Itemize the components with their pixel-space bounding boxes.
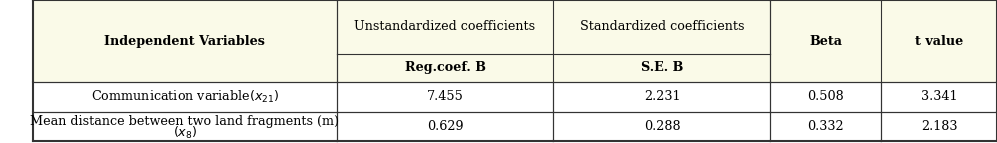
Text: Unstandardized coefficients: Unstandardized coefficients [355, 20, 535, 33]
Text: 3.341: 3.341 [921, 90, 957, 103]
Bar [553, 0, 771, 54]
Text: Independent Variables: Independent Variables [105, 34, 265, 47]
Text: 2.183: 2.183 [921, 120, 957, 133]
Bar [337, 82, 553, 112]
Bar [33, 112, 337, 141]
Bar [771, 112, 881, 141]
Bar [881, 112, 997, 141]
Bar [553, 82, 771, 112]
Text: 0.332: 0.332 [808, 120, 844, 133]
Bar [553, 54, 771, 82]
Text: Mean distance between two land fragments (m): Mean distance between two land fragments… [30, 115, 339, 128]
Bar [337, 0, 553, 54]
Text: 0.288: 0.288 [644, 120, 680, 133]
Text: 2.231: 2.231 [644, 90, 680, 103]
Bar [337, 54, 553, 82]
Bar [33, 0, 337, 82]
Text: Beta: Beta [810, 34, 842, 47]
Text: 0.629: 0.629 [427, 120, 464, 133]
Bar [881, 82, 997, 112]
Text: S.E. B: S.E. B [641, 61, 683, 74]
Bar [771, 0, 881, 82]
Text: 0.508: 0.508 [808, 90, 844, 103]
Text: 7.455: 7.455 [427, 90, 464, 103]
Bar [553, 112, 771, 141]
Bar [337, 112, 553, 141]
Bar [771, 82, 881, 112]
Bar [881, 0, 997, 82]
Bar [33, 82, 337, 112]
Text: t value: t value [915, 34, 963, 47]
Text: Communication variable$(x_{21})$: Communication variable$(x_{21})$ [91, 89, 279, 105]
Text: Standardized coefficients: Standardized coefficients [579, 20, 744, 33]
Text: Reg.coef. B: Reg.coef. B [405, 61, 486, 74]
Text: $(x_{8})$: $(x_{8})$ [172, 125, 196, 141]
